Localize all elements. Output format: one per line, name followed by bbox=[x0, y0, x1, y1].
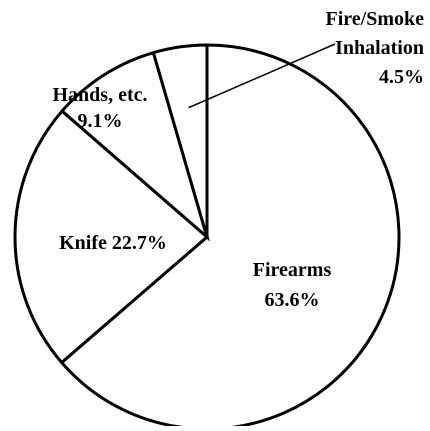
slice-label-line: 63.6% bbox=[265, 289, 320, 311]
slice-label-line: 9.1% bbox=[78, 110, 123, 132]
slice-label-fire-smoke-inhalation: Fire/Smoke Inhalation 4.5% bbox=[325, 8, 424, 88]
slice-label-knife: Knife 22.7% bbox=[59, 232, 167, 254]
pie-slice-fire-smoke-inhalation bbox=[151, 43, 209, 238]
slice-label-firearms: Firearms 63.6% bbox=[253, 259, 332, 311]
pie-slice-knife bbox=[13, 108, 210, 365]
slice-label-line: Firearms bbox=[253, 259, 332, 281]
slice-label-line: Fire/Smoke bbox=[325, 8, 424, 30]
pie-slice-firearms bbox=[59, 43, 401, 431]
slice-label-line: Knife 22.7% bbox=[59, 232, 167, 254]
slice-label-line: Hands, etc. bbox=[53, 84, 148, 106]
leader-line-fire-smoke-inhalation bbox=[188, 43, 336, 109]
slice-label-line: Inhalation bbox=[335, 37, 424, 59]
pie-slice-hands-etc bbox=[59, 50, 210, 242]
slice-label-line: 4.5% bbox=[379, 66, 424, 88]
slice-label-hands-etc: Hands, etc. 9.1% bbox=[53, 84, 148, 132]
